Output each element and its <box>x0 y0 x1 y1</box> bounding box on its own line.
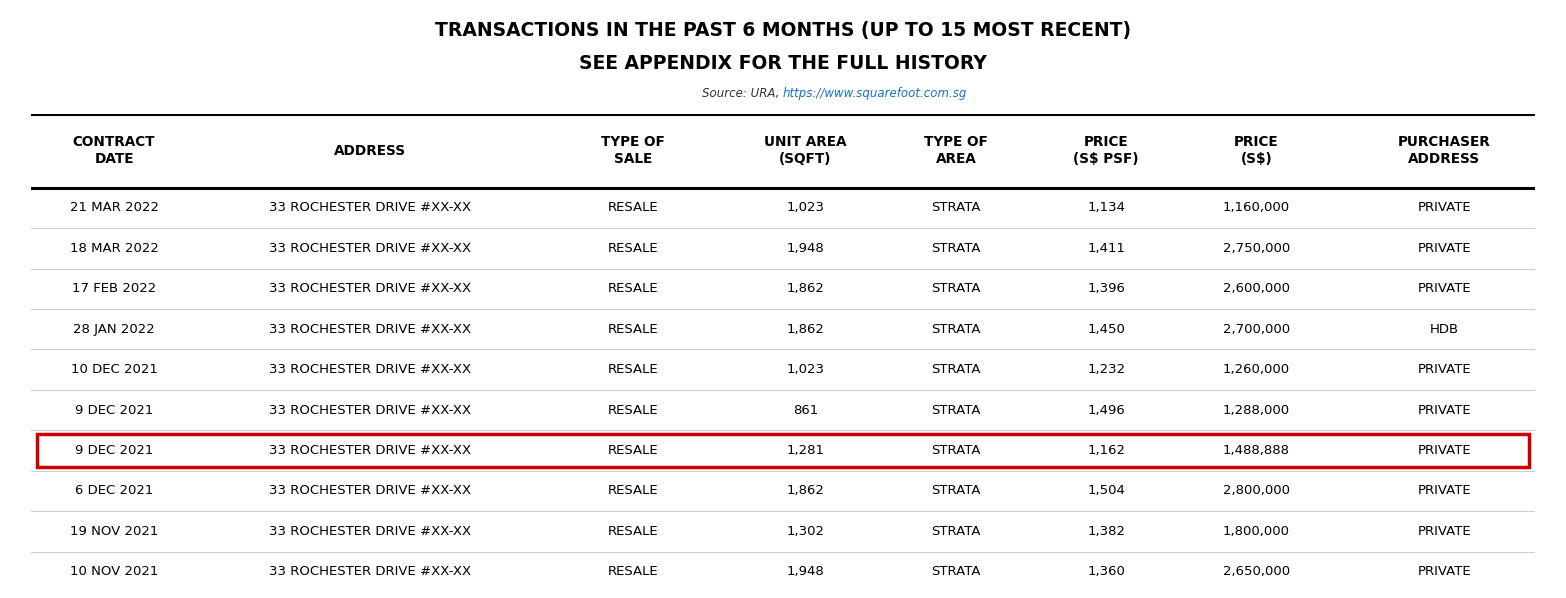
Bar <box>38 434 1528 467</box>
Text: 1,160,000: 1,160,000 <box>1223 202 1290 215</box>
Text: PRICE
(S$): PRICE (S$) <box>1234 135 1279 166</box>
Text: 2,750,000: 2,750,000 <box>1223 242 1290 255</box>
Text: TYPE OF
AREA: TYPE OF AREA <box>924 135 988 166</box>
Text: 6 DEC 2021: 6 DEC 2021 <box>75 484 153 498</box>
Text: 33 ROCHESTER DRIVE #XX-XX: 33 ROCHESTER DRIVE #XX-XX <box>268 525 471 538</box>
Text: STRATA: STRATA <box>932 242 980 255</box>
Text: 33 ROCHESTER DRIVE #XX-XX: 33 ROCHESTER DRIVE #XX-XX <box>268 363 471 376</box>
Text: 1,450: 1,450 <box>1087 323 1124 335</box>
Text: RESALE: RESALE <box>608 484 658 498</box>
Text: STRATA: STRATA <box>932 363 980 376</box>
Text: ADDRESS: ADDRESS <box>334 144 406 158</box>
Text: RESALE: RESALE <box>608 363 658 376</box>
Text: 1,948: 1,948 <box>786 565 824 578</box>
Text: PRIVATE: PRIVATE <box>1417 282 1472 295</box>
Text: 1,162: 1,162 <box>1087 444 1126 457</box>
Text: 9 DEC 2021: 9 DEC 2021 <box>75 444 153 457</box>
Text: 33 ROCHESTER DRIVE #XX-XX: 33 ROCHESTER DRIVE #XX-XX <box>268 242 471 255</box>
Text: 1,504: 1,504 <box>1087 484 1124 498</box>
Text: Source: URA,: Source: URA, <box>702 87 783 100</box>
Text: PRIVATE: PRIVATE <box>1417 202 1472 215</box>
Text: 1,023: 1,023 <box>786 363 825 376</box>
Text: RESALE: RESALE <box>608 404 658 417</box>
Text: 1,800,000: 1,800,000 <box>1223 525 1290 538</box>
Text: 21 MAR 2022: 21 MAR 2022 <box>69 202 158 215</box>
Text: 1,302: 1,302 <box>786 525 825 538</box>
Text: 2,600,000: 2,600,000 <box>1223 282 1290 295</box>
Text: TYPE OF
SALE: TYPE OF SALE <box>601 135 664 166</box>
Text: TRANSACTIONS IN THE PAST 6 MONTHS (UP TO 15 MOST RECENT): TRANSACTIONS IN THE PAST 6 MONTHS (UP TO… <box>435 21 1131 40</box>
Text: 19 NOV 2021: 19 NOV 2021 <box>70 525 158 538</box>
Text: 9 DEC 2021: 9 DEC 2021 <box>75 404 153 417</box>
Text: RESALE: RESALE <box>608 525 658 538</box>
Text: PRIVATE: PRIVATE <box>1417 565 1472 578</box>
Text: 1,862: 1,862 <box>786 484 824 498</box>
Text: 33 ROCHESTER DRIVE #XX-XX: 33 ROCHESTER DRIVE #XX-XX <box>268 323 471 335</box>
Text: PURCHASER
ADDRESS: PURCHASER ADDRESS <box>1398 135 1491 166</box>
Text: PRIVATE: PRIVATE <box>1417 484 1472 498</box>
Text: 1,260,000: 1,260,000 <box>1223 363 1290 376</box>
Text: CONTRACT
DATE: CONTRACT DATE <box>72 135 155 166</box>
Text: RESALE: RESALE <box>608 565 658 578</box>
Text: 1,281: 1,281 <box>786 444 825 457</box>
Text: 33 ROCHESTER DRIVE #XX-XX: 33 ROCHESTER DRIVE #XX-XX <box>268 565 471 578</box>
Text: 2,650,000: 2,650,000 <box>1223 565 1290 578</box>
Text: STRATA: STRATA <box>932 525 980 538</box>
Text: 1,496: 1,496 <box>1087 404 1124 417</box>
Text: STRATA: STRATA <box>932 323 980 335</box>
Text: STRATA: STRATA <box>932 444 980 457</box>
Text: 33 ROCHESTER DRIVE #XX-XX: 33 ROCHESTER DRIVE #XX-XX <box>268 484 471 498</box>
Text: 861: 861 <box>792 404 817 417</box>
Text: RESALE: RESALE <box>608 202 658 215</box>
Text: 1,360: 1,360 <box>1087 565 1124 578</box>
Text: PRIVATE: PRIVATE <box>1417 242 1472 255</box>
Text: PRIVATE: PRIVATE <box>1417 404 1472 417</box>
Text: 18 MAR 2022: 18 MAR 2022 <box>69 242 158 255</box>
Text: https://www.squarefoot.com.sg: https://www.squarefoot.com.sg <box>783 87 968 100</box>
Text: STRATA: STRATA <box>932 404 980 417</box>
Text: HDB: HDB <box>1430 323 1460 335</box>
Text: 33 ROCHESTER DRIVE #XX-XX: 33 ROCHESTER DRIVE #XX-XX <box>268 282 471 295</box>
Text: PRIVATE: PRIVATE <box>1417 525 1472 538</box>
Text: RESALE: RESALE <box>608 444 658 457</box>
Text: UNIT AREA
(SQFT): UNIT AREA (SQFT) <box>764 135 847 166</box>
Text: 1,232: 1,232 <box>1087 363 1126 376</box>
Text: 1,134: 1,134 <box>1087 202 1126 215</box>
Text: 1,862: 1,862 <box>786 282 824 295</box>
Text: STRATA: STRATA <box>932 565 980 578</box>
Text: 1,382: 1,382 <box>1087 525 1126 538</box>
Text: 28 JAN 2022: 28 JAN 2022 <box>74 323 155 335</box>
Text: RESALE: RESALE <box>608 282 658 295</box>
Text: 10 DEC 2021: 10 DEC 2021 <box>70 363 158 376</box>
Text: PRIVATE: PRIVATE <box>1417 363 1472 376</box>
Text: 33 ROCHESTER DRIVE #XX-XX: 33 ROCHESTER DRIVE #XX-XX <box>268 202 471 215</box>
Text: STRATA: STRATA <box>932 202 980 215</box>
Text: 10 NOV 2021: 10 NOV 2021 <box>70 565 158 578</box>
Text: 33 ROCHESTER DRIVE #XX-XX: 33 ROCHESTER DRIVE #XX-XX <box>268 444 471 457</box>
Text: 33 ROCHESTER DRIVE #XX-XX: 33 ROCHESTER DRIVE #XX-XX <box>268 404 471 417</box>
Text: 1,488,888: 1,488,888 <box>1223 444 1290 457</box>
Text: 1,862: 1,862 <box>786 323 824 335</box>
Text: SEE APPENDIX FOR THE FULL HISTORY: SEE APPENDIX FOR THE FULL HISTORY <box>579 54 987 73</box>
Text: STRATA: STRATA <box>932 484 980 498</box>
Text: 1,288,000: 1,288,000 <box>1223 404 1290 417</box>
Text: 17 FEB 2022: 17 FEB 2022 <box>72 282 157 295</box>
Text: RESALE: RESALE <box>608 242 658 255</box>
Text: 2,800,000: 2,800,000 <box>1223 484 1290 498</box>
Text: 1,396: 1,396 <box>1087 282 1124 295</box>
Text: PRICE
(S$ PSF): PRICE (S$ PSF) <box>1073 135 1138 166</box>
Text: 2,700,000: 2,700,000 <box>1223 323 1290 335</box>
Text: 1,411: 1,411 <box>1087 242 1126 255</box>
Text: STRATA: STRATA <box>932 282 980 295</box>
Text: RESALE: RESALE <box>608 323 658 335</box>
Text: 1,023: 1,023 <box>786 202 825 215</box>
Text: PRIVATE: PRIVATE <box>1417 444 1472 457</box>
Text: 1,948: 1,948 <box>786 242 824 255</box>
